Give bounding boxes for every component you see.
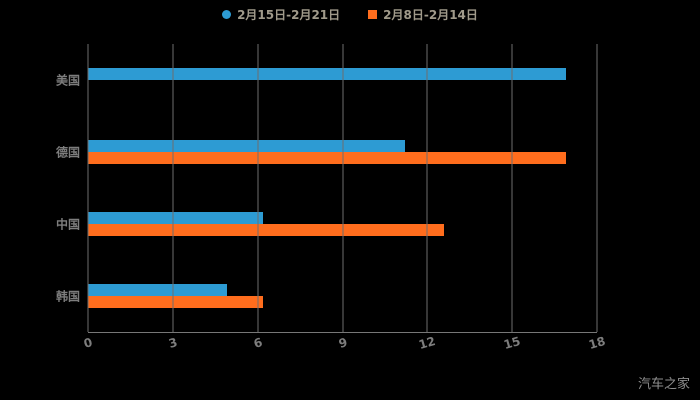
legend-item[interactable]: 2月15日-2月21日 [222, 6, 340, 23]
gridline [257, 44, 259, 332]
legend-label: 2月8日-2月14日 [383, 8, 478, 22]
bar-series1 [88, 68, 566, 80]
gridline [342, 44, 343, 332]
category-band [88, 260, 597, 332]
category-label: 韩国 [55, 289, 80, 304]
watermark: 汽车之家 [637, 377, 690, 392]
legend-item[interactable]: 2月8日-2月14日 [368, 6, 478, 23]
bar-series1 [88, 284, 227, 296]
x-tick-label: 9 [336, 335, 349, 351]
bar-series2 [88, 224, 445, 236]
gridline [596, 44, 598, 332]
category-label: 德国 [55, 145, 80, 160]
bar-series1 [88, 140, 405, 152]
x-tick-label: 0 [82, 335, 94, 351]
x-tick-label: 6 [251, 335, 264, 351]
x-tick-label: 12 [417, 333, 438, 353]
bar-rows [88, 44, 597, 332]
category-label: 美国 [55, 73, 80, 88]
legend-marker-icon [368, 10, 378, 19]
bar-series2 [88, 296, 264, 308]
category-label: 中国 [55, 217, 80, 232]
x-tick-label: 15 [502, 333, 523, 353]
x-tick-label: 3 [166, 335, 179, 351]
gridline [172, 44, 174, 332]
legend: 2月15日-2月21日 2月8日-2月14日 [0, 6, 700, 23]
category-band [88, 44, 597, 116]
bar-series2 [88, 152, 566, 164]
gridline [87, 44, 89, 332]
legend-label: 2月15日-2月21日 [237, 8, 341, 22]
plot-area [87, 44, 598, 333]
category-band [88, 116, 597, 188]
legend-marker-icon [222, 10, 232, 19]
x-tick-label: 18 [587, 333, 607, 353]
gridline [511, 44, 513, 332]
gridline [426, 44, 428, 332]
category-band [88, 188, 597, 260]
bar-series1 [88, 212, 264, 224]
